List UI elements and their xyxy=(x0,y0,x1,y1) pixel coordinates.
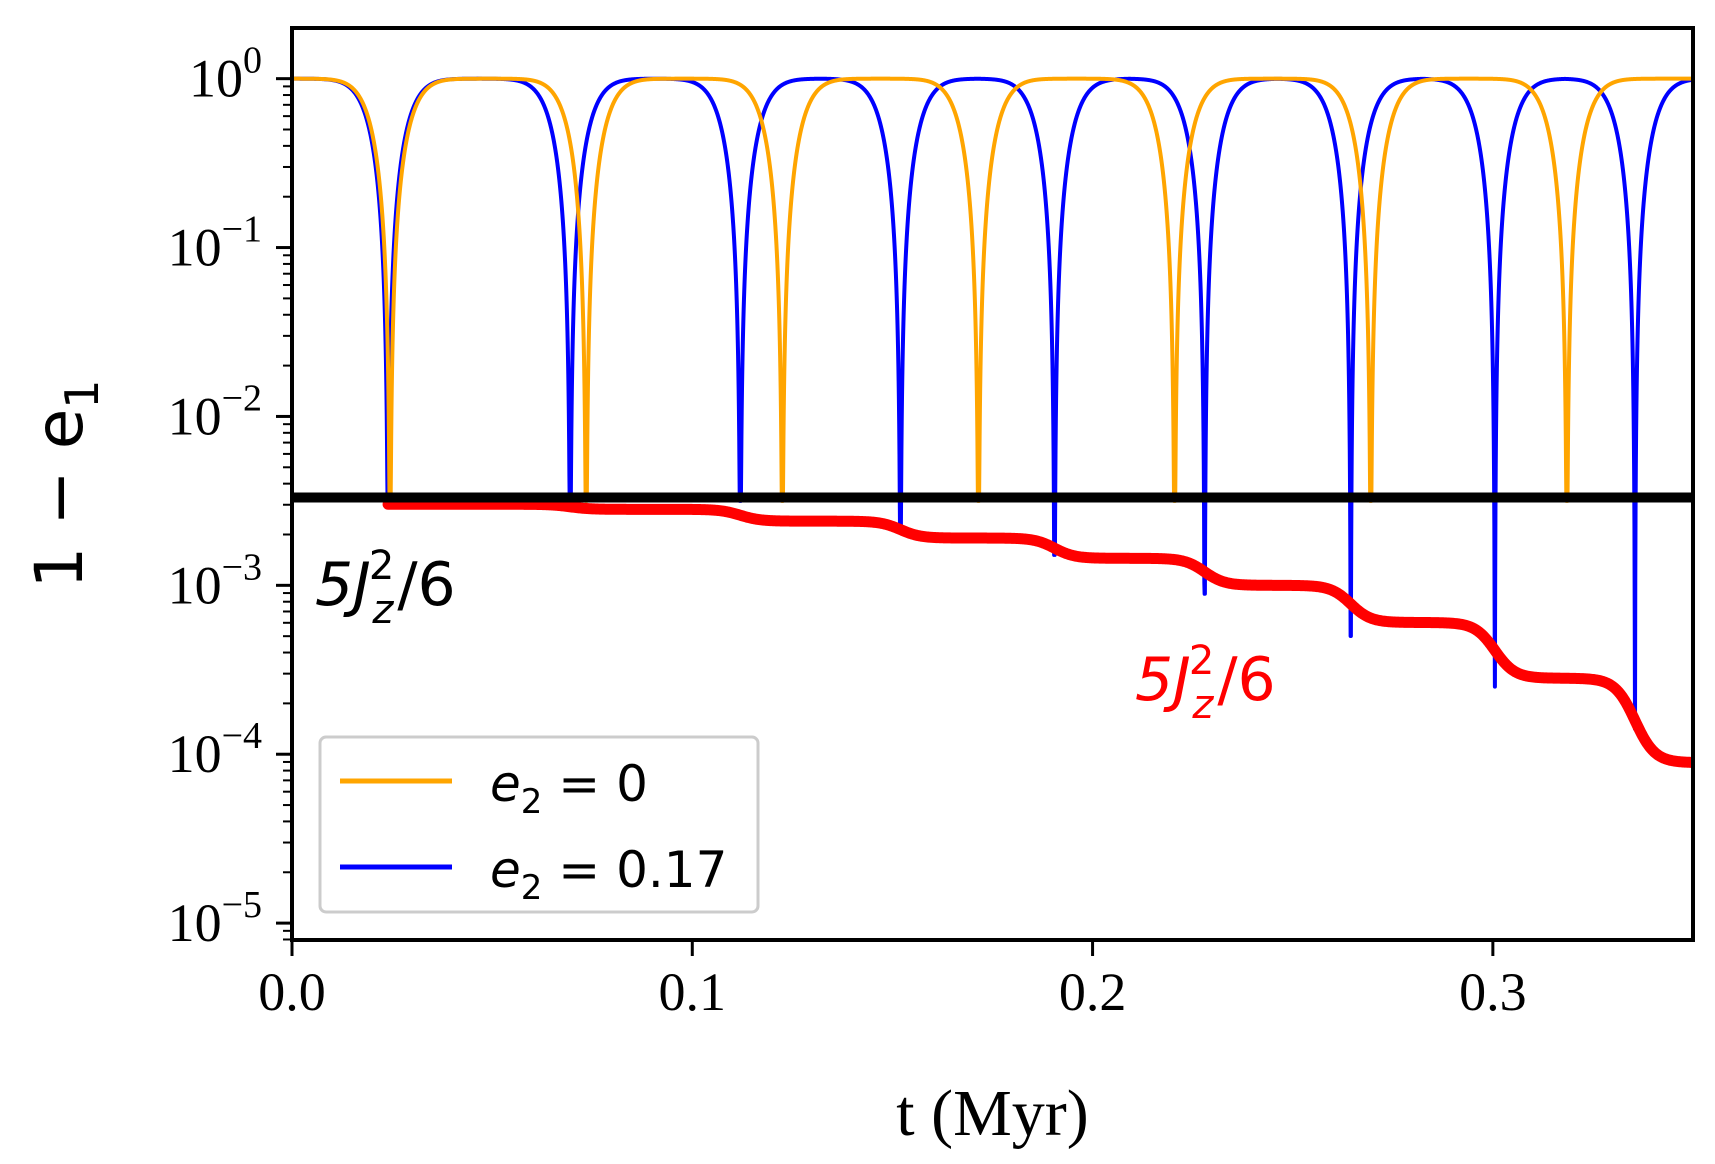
legend-label: e2 = 0.17 xyxy=(490,841,727,908)
legend: e2 = 0 e2 = 0.17 xyxy=(318,735,760,914)
y-tick-label: 10−2 xyxy=(168,377,262,446)
envelope-curve xyxy=(382,498,1693,768)
envelope-curve-label: 5J2 z/6 xyxy=(1135,638,1276,728)
y-axis-label: 1 − e1 xyxy=(21,379,109,588)
threshold-line-label: 5J2 z/6 xyxy=(315,543,456,633)
x-tick-label: 0.1 xyxy=(659,962,727,1022)
legend-label: e2 = 0 xyxy=(490,755,648,822)
series-layer xyxy=(292,76,1693,768)
y-tick-label: 100 xyxy=(189,40,262,109)
x-tick-label: 0.3 xyxy=(1459,962,1527,1022)
x-axis-label: t (Myr) xyxy=(896,1077,1088,1150)
x-tick-label: 0.0 xyxy=(258,962,326,1022)
axis-labels: 5J2 z/6 5J2 z/6 t (Myr) 1 − e1 xyxy=(21,379,1276,1150)
axis-ticks: 0.0 0.1 0.2 0.3 100 10−1 10−2 10−3 10−4 10−5 xyxy=(168,40,1527,1022)
y-tick-label: 10−3 xyxy=(168,546,262,615)
y-tick-label: 10−4 xyxy=(168,715,262,784)
series-line-e2-0 xyxy=(292,76,1693,503)
series-line-e2-017 xyxy=(292,76,1693,731)
y-tick-label: 10−1 xyxy=(168,209,262,278)
x-tick-label: 0.2 xyxy=(1059,962,1127,1022)
y-tick-label: 10−5 xyxy=(168,884,262,953)
